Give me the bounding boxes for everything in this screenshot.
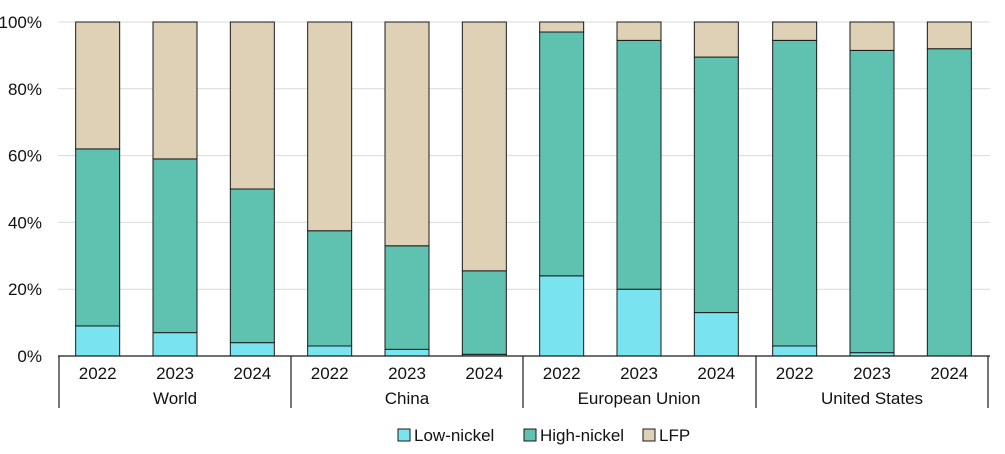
- x-tick-label: 2022: [311, 364, 349, 383]
- legend-swatch: [642, 428, 656, 442]
- bar-segment-low-nickel: [539, 275, 585, 357]
- legend-label: High-nickel: [540, 426, 624, 445]
- y-tick-label: 100%: [0, 13, 42, 32]
- bar-segment-lfp: [539, 21, 585, 33]
- y-tick-label: 20%: [8, 280, 42, 299]
- bar-segment-lfp: [152, 21, 198, 160]
- bar-segment-high-nickel: [461, 270, 507, 355]
- bar-segment-high-nickel: [772, 39, 818, 347]
- bar-segment-high-nickel: [307, 230, 353, 347]
- stacked-bars: [75, 21, 972, 357]
- bar-segment-lfp: [693, 21, 739, 58]
- bar-segment-lfp: [75, 21, 121, 150]
- x-tick-label: 2024: [930, 364, 968, 383]
- bar-segment-lfp: [229, 21, 275, 190]
- bar-segment-lfp: [461, 21, 507, 272]
- x-tick-label: 2023: [853, 364, 891, 383]
- bar-segment-high-nickel: [616, 39, 662, 290]
- group-label: United States: [821, 389, 923, 408]
- bar-segment-low-nickel: [75, 325, 121, 357]
- bar-segment-high-nickel: [152, 158, 198, 334]
- x-axis: 2022 2023 2024 World 2022 2023 2024 China 2022 20…: [58, 355, 990, 408]
- y-tick-label: 60%: [8, 147, 42, 166]
- bar-segment-lfp: [384, 21, 430, 247]
- bar-segment-low-nickel: [229, 342, 275, 357]
- bar-segment-low-nickel: [772, 345, 818, 357]
- bar-segment-lfp: [307, 21, 353, 232]
- bar-segment-high-nickel: [75, 148, 121, 327]
- y-tick-label: 40%: [8, 213, 42, 232]
- group-label: China: [385, 389, 430, 408]
- bar-segment-high-nickel: [849, 49, 895, 354]
- bar-segment-low-nickel: [384, 348, 430, 357]
- x-tick-label: 2023: [156, 364, 194, 383]
- bar-segment-lfp: [616, 21, 662, 41]
- x-tick-label: 2022: [776, 364, 814, 383]
- legend-label: Low-nickel: [414, 426, 494, 445]
- bar-segment-low-nickel: [616, 288, 662, 357]
- x-tick-label: 2023: [388, 364, 426, 383]
- x-tick-label: 2022: [79, 364, 117, 383]
- bar-segment-high-nickel: [693, 56, 739, 314]
- x-tick-label: 2023: [620, 364, 658, 383]
- gridlines: [58, 21, 990, 290]
- bar-segment-lfp: [849, 21, 895, 51]
- legend-label: LFP: [659, 426, 690, 445]
- legend-swatch: [397, 428, 411, 442]
- bar-segment-low-nickel: [152, 332, 198, 357]
- bar-segment-lfp: [926, 21, 972, 50]
- legend: Low-nickel High-nickel LFP: [397, 426, 690, 445]
- x-tick-label: 2024: [233, 364, 271, 383]
- bar-segment-lfp: [772, 21, 818, 41]
- y-axis-tick-labels: 0% 20% 40% 60% 80% 100%: [0, 13, 42, 366]
- y-tick-label: 80%: [8, 80, 42, 99]
- group-label: World: [153, 389, 197, 408]
- bar-segment-high-nickel: [926, 48, 972, 357]
- bar-segment-low-nickel: [693, 312, 739, 357]
- bar-segment-high-nickel: [539, 31, 585, 277]
- x-tick-label: 2024: [465, 364, 503, 383]
- bar-segment-high-nickel: [229, 188, 275, 344]
- y-tick-label: 0%: [17, 347, 42, 366]
- x-tick-label: 2022: [543, 364, 581, 383]
- bar-segment-high-nickel: [384, 245, 430, 350]
- bar-segment-low-nickel: [307, 345, 353, 357]
- group-label: European Union: [578, 389, 701, 408]
- x-tick-label: 2024: [697, 364, 735, 383]
- legend-swatch: [523, 428, 537, 442]
